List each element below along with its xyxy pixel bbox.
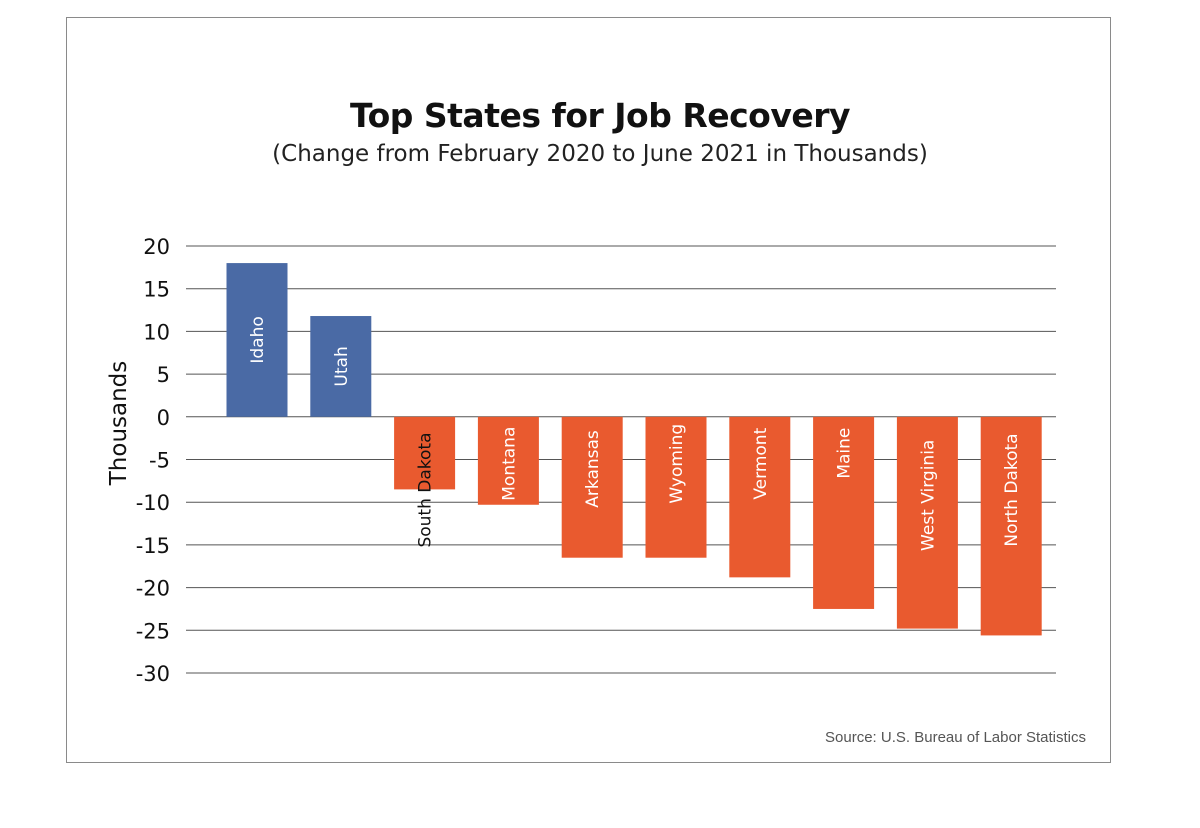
y-tick-label: 20 [143,235,170,259]
bar-utah [310,316,372,417]
bar-label-maine: Maine [835,428,855,479]
y-tick-label: 15 [143,278,170,302]
bar-label-arkansas: Arkansas [583,430,603,508]
y-tick-label: 10 [143,320,170,344]
y-tick-label: -10 [136,491,170,515]
bar-label-north-dakota: North Dakota [1002,433,1022,546]
y-tick-label: 0 [157,406,170,430]
bars [226,263,1042,636]
bar-wyoming [645,416,707,558]
bar-vermont [729,416,791,578]
bar-north-dakota [980,416,1042,636]
bar-label-montana: Montana [499,427,519,501]
bar-labels: Idaho Utah South Dakota Montana Arkansas Wyom… [248,316,1022,551]
bar-label-idaho: Idaho [248,316,268,363]
source-note: Source: U.S. Bureau of Labor Statistics [825,729,1086,746]
y-axis-ticks: 20 15 10 5 0 -5 -10 -15 -20 -25 -30 [136,235,170,686]
y-tick-label: -15 [136,534,170,558]
bar-label-wyoming: Wyoming [667,424,687,504]
y-tick-label: -20 [136,577,170,601]
y-tick-label: 5 [157,363,170,387]
chart-subtitle: (Change from February 2020 to June 2021 … [272,141,928,167]
y-tick-label: -25 [136,619,170,643]
y-tick-label: -5 [149,449,170,473]
bar-label-vermont: Vermont [751,427,771,499]
bar-south-dakota [394,416,456,490]
bar-west-virginia [896,416,958,629]
bar-montana [477,416,539,505]
bar-maine [813,416,875,609]
bar-label-south-dakota: South Dakota [416,433,436,548]
bar-label-west-virginia: West Virginia [918,440,938,551]
chart-title: Top States for Job Recovery [349,96,851,135]
y-axis-label: Thousands [106,361,132,487]
bar-arkansas [561,416,623,558]
bar-idaho [226,263,288,417]
y-tick-label: -30 [136,662,170,686]
bar-label-utah: Utah [332,346,352,386]
